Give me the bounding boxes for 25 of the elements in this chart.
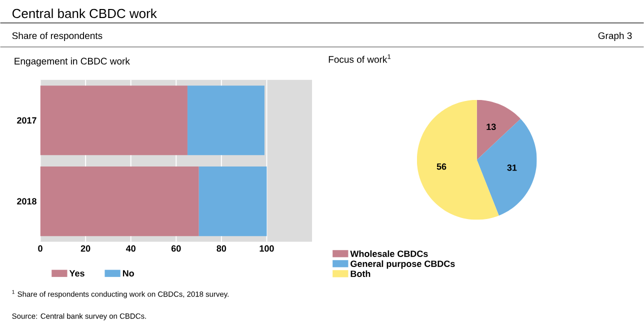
- x-tick-label: 80: [216, 245, 226, 252]
- chart-title: Engagement in CBDC work: [14, 58, 130, 67]
- chart-title: Focus of work$^{1}$: [328, 54, 391, 63]
- bar: [40, 166, 199, 236]
- text: Share of respondents: [12, 32, 102, 42]
- legend-label: General purpose CBDCs: [350, 260, 455, 269]
- bar: [198, 166, 267, 236]
- legend-label: Wholesale CBDCs: [350, 250, 428, 258]
- bar: [40, 86, 188, 156]
- bar: [187, 86, 264, 156]
- x-tick-label: 100: [260, 245, 274, 252]
- data-label: 56: [436, 164, 446, 170]
- x-tick-label: 20: [80, 245, 90, 252]
- y-tick-label: 2018: [17, 198, 36, 205]
- data-label: 13: [486, 124, 496, 130]
- legend-label: Both: [350, 270, 370, 278]
- x-tick-label: 40: [126, 245, 136, 252]
- x-tick-label: 0: [38, 245, 42, 252]
- caption: Graph 3: [598, 32, 632, 42]
- x-tick-label: 60: [171, 245, 181, 252]
- legend-label: No: [122, 270, 134, 277]
- data-label: 31: [507, 164, 517, 172]
- text: Central bank CBDC work: [12, 8, 157, 18]
- legend-label: Yes: [69, 270, 84, 277]
- y-tick-label: 2017: [17, 117, 36, 124]
